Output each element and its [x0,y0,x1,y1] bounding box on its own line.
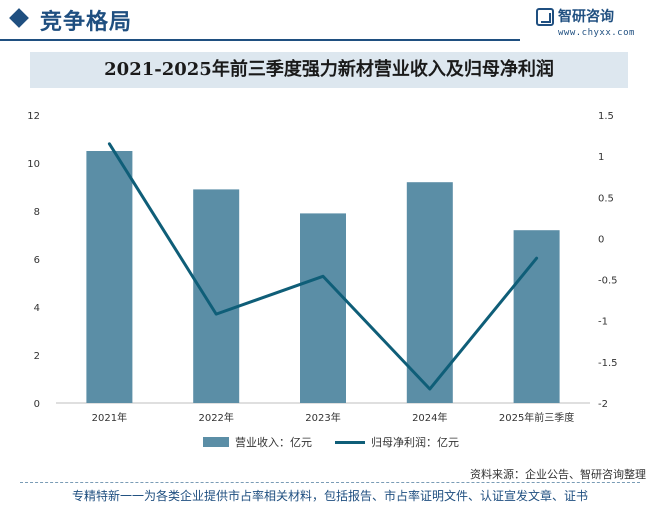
y-left-tick-label: 2 [34,351,40,362]
x-tick-label: 2022年 [198,411,233,424]
y-right-tick-label: -0.5 [598,276,618,287]
y-right-tick-label: -2 [598,399,608,410]
x-tick-label: 2021年 [92,411,127,424]
y-right-tick-label: -1.5 [598,358,618,369]
legend-swatch-profit [335,441,365,444]
bar-revenue [300,213,346,403]
chart-title: 2021-2025年前三季度强力新材营业收入及归母净利润 [104,59,554,80]
footer-divider [20,482,640,483]
source-note: 资料来源：企业公告、智研咨询整理 [470,468,646,481]
brand-name: 智研咨询 [558,9,614,25]
y-right-tick-label: 1.5 [598,111,614,122]
page-title: 竞争格局 [40,10,133,35]
y-left-tick-label: 4 [34,303,40,314]
x-tick-label: 2025年前三季度 [499,411,574,424]
bar-revenue [193,189,240,403]
y-right-tick-label: 0 [598,234,604,245]
y-right-tick-label: 1 [598,152,604,163]
footer-text: 专精特新一一为各类企业提供市占率相关材料，包括报告、市占率证明文件、认证宣发文章… [71,489,588,503]
y-left-tick-label: 8 [34,207,40,218]
bar-revenue [513,230,560,403]
x-tick-label: 2024年 [412,411,447,424]
y-left-tick-label: 10 [27,159,40,170]
brand-logo: 智研咨询 www.chyxx.com [536,6,646,44]
legend-label-revenue: 营业收入：亿元 [235,436,312,449]
chart-legend: 营业收入：亿元 归母净利润：亿元 [0,432,660,452]
x-tick-label: 2023年 [305,411,340,424]
chart-title-bar: 2021-2025年前三季度强力新材营业收入及归母净利润 [30,52,628,88]
y-left-tick-label: 12 [27,111,40,122]
brand-url: www.chyxx.com [558,28,635,38]
line-net-profit [107,142,539,391]
y-left-tick-label: 6 [34,255,40,266]
bar-revenue [406,182,453,403]
y-right-tick-label: 0.5 [598,193,614,204]
legend-label-profit: 归母净利润：亿元 [371,436,459,449]
header-divider [0,39,520,41]
y-left-tick-label: 0 [34,399,40,410]
header: 竞争格局 智研咨询 www.chyxx.com [0,0,660,44]
y-right-tick-label: -1 [598,317,608,328]
legend-swatch-revenue [203,437,229,447]
bar-revenue [86,151,133,403]
brand-logo-icon [536,8,554,26]
